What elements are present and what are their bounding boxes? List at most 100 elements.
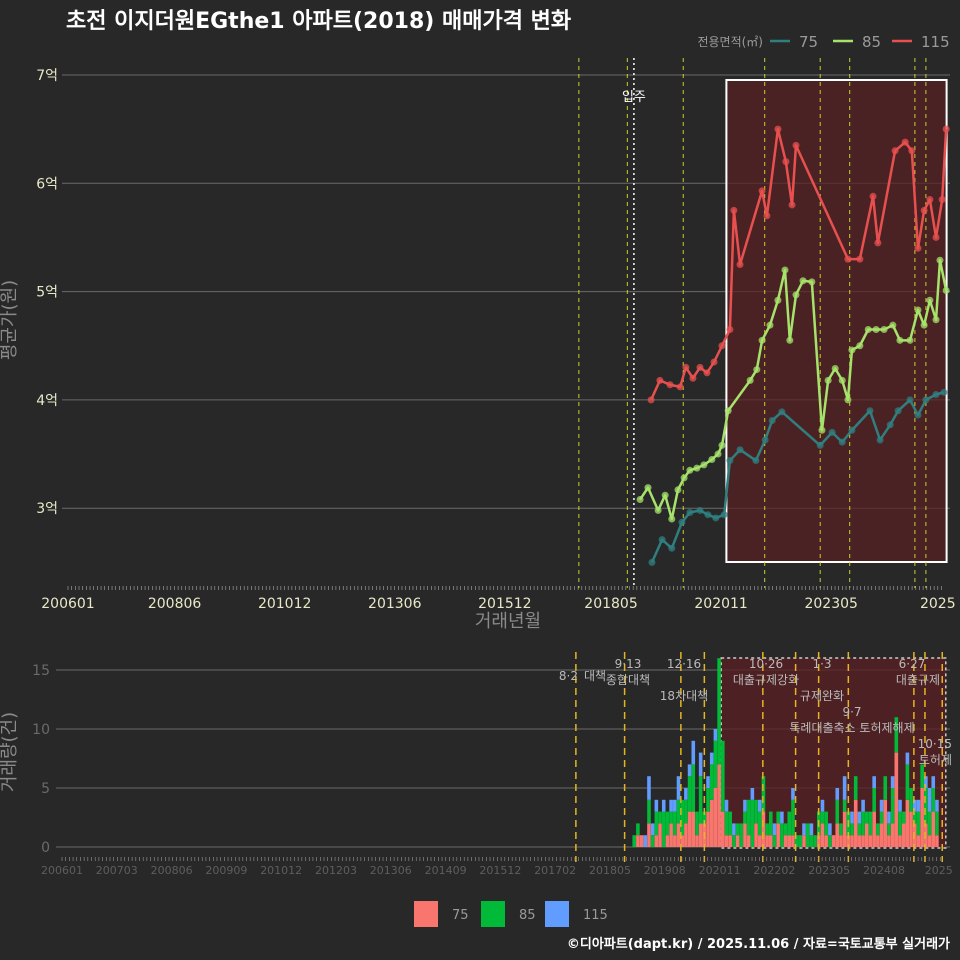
bar-75 <box>765 835 769 847</box>
bar-75 <box>717 764 721 847</box>
x-tick-label: 202305 <box>804 596 857 612</box>
x-tick-label: 201805 <box>584 596 637 612</box>
bar-75 <box>864 823 869 847</box>
bar-115 <box>927 788 932 812</box>
bar-115 <box>835 788 840 800</box>
x-tick-label: 200601 <box>41 864 83 877</box>
bar-75 <box>831 835 836 847</box>
bar-85 <box>721 740 725 812</box>
bar-75 <box>639 835 644 847</box>
bar-75 <box>647 823 651 847</box>
bar-85 <box>887 823 891 836</box>
bar-75 <box>787 835 792 847</box>
bar-115 <box>916 799 921 812</box>
bar-85 <box>872 788 876 812</box>
y-tick-label: 6억 <box>36 176 58 192</box>
policy-date: 9·7 <box>842 705 861 719</box>
y-tick-label: 0 <box>41 840 50 856</box>
x-tick-label: 201203 <box>315 864 357 877</box>
bar-85 <box>857 823 862 836</box>
bar-85 <box>783 823 788 836</box>
bar-85 <box>905 764 910 800</box>
policy-label: 대출규제강화 <box>733 673 799 687</box>
x-tick-label: 201306 <box>370 864 412 877</box>
bar-115 <box>861 799 865 812</box>
bar-85 <box>850 823 854 836</box>
bar-75 <box>905 799 910 847</box>
policy-date: 10·15 <box>918 737 952 751</box>
bar-85 <box>636 823 640 836</box>
bar-115 <box>850 811 854 824</box>
bar-75 <box>927 835 932 847</box>
bar-75 <box>846 835 851 847</box>
bar-85 <box>912 811 917 824</box>
bar-75 <box>698 823 703 847</box>
highlight-box <box>725 79 948 563</box>
bar-75 <box>887 835 891 847</box>
bar-115 <box>687 764 692 777</box>
bar-85 <box>931 788 936 812</box>
bar-85 <box>765 823 769 836</box>
bar-85 <box>901 811 906 824</box>
y-tick-label: 4억 <box>36 393 58 409</box>
bar-85 <box>828 835 832 847</box>
chart-title: 초전 이지더원EGthe1 아파트(2018) 매매가격 변화 <box>66 9 571 34</box>
x-tick-label: 201306 <box>368 596 422 612</box>
policy-date: 1·3 <box>812 657 831 671</box>
bar-85 <box>791 799 795 836</box>
bar-75 <box>890 823 895 847</box>
bar-75 <box>724 835 729 847</box>
bar-75 <box>824 835 828 847</box>
bar-75 <box>654 835 659 847</box>
bar-75 <box>909 811 913 847</box>
bar-75 <box>776 823 780 847</box>
bar-85 <box>724 811 729 836</box>
bar-75 <box>695 835 699 847</box>
bar-85 <box>805 823 810 847</box>
bar-75 <box>709 799 714 847</box>
legend-swatch-85 <box>481 901 505 927</box>
policy-label: 규제완화 <box>800 689 844 703</box>
bar-115 <box>931 776 936 788</box>
bar-75 <box>676 823 681 847</box>
x-tick-label: 201012 <box>260 864 302 877</box>
bar-85 <box>813 835 817 847</box>
bar-85 <box>853 776 858 800</box>
bar-85 <box>735 823 740 836</box>
bar-85 <box>661 811 666 847</box>
bar-85 <box>713 740 718 788</box>
bar-85 <box>717 658 721 765</box>
bar-85 <box>650 835 655 847</box>
x-tick-label: 200703 <box>96 864 138 877</box>
bar-85 <box>883 776 888 800</box>
bar-115 <box>802 823 806 836</box>
bar-85 <box>658 811 662 824</box>
bar-115 <box>780 811 784 824</box>
bar-115 <box>709 752 714 765</box>
bar-85 <box>835 799 840 824</box>
bar-115 <box>684 788 688 800</box>
bar-115 <box>828 823 832 836</box>
x-tick-label: 202202 <box>753 864 795 877</box>
x-tick-label: 200806 <box>148 596 202 612</box>
bar-115 <box>924 776 928 788</box>
bar-85 <box>824 811 828 836</box>
bar-85 <box>898 811 902 836</box>
bar-85 <box>673 811 677 836</box>
x-tick-label: 2025 <box>925 864 953 877</box>
bar-115 <box>757 799 762 812</box>
bar-75 <box>658 823 662 847</box>
bar-115 <box>661 799 666 812</box>
bar-75 <box>835 823 840 847</box>
bar-85 <box>654 811 659 836</box>
policy-label: 특례대출축소 토허제해제 <box>789 721 914 735</box>
bar-115 <box>898 799 902 812</box>
bar-75 <box>894 752 899 847</box>
bar-85 <box>798 835 803 847</box>
bar-85 <box>698 776 703 824</box>
bar-75 <box>879 823 884 847</box>
bar-75 <box>680 835 684 847</box>
bar-85 <box>920 764 924 788</box>
